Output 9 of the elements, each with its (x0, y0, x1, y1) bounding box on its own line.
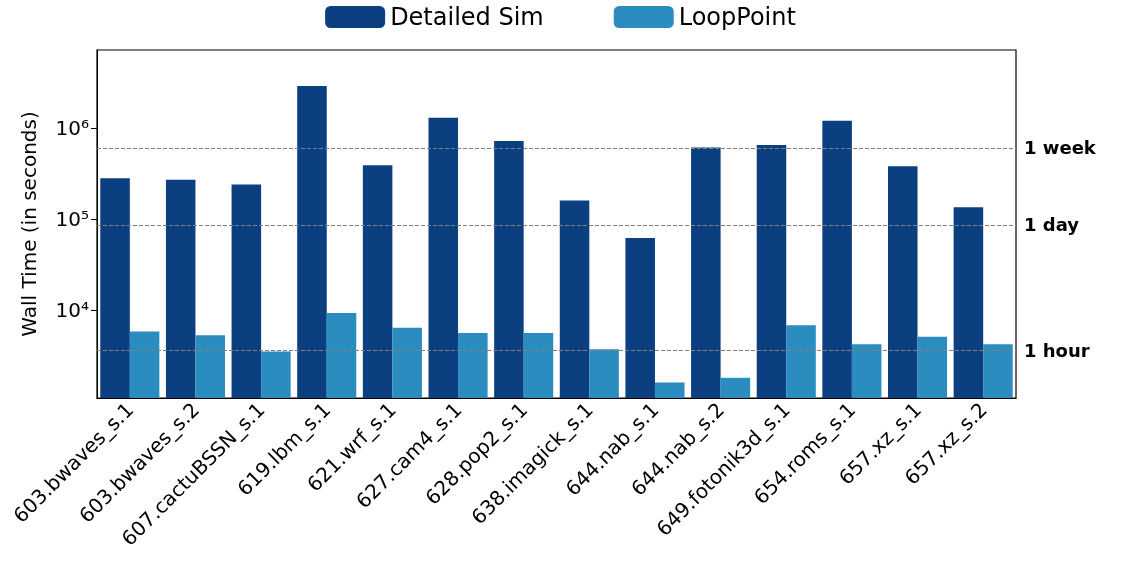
y-tick-label: 10⁴ (55, 298, 89, 323)
legend-label: Detailed Sim (390, 3, 544, 31)
y-axis-title: Wall Time (in seconds) (17, 111, 41, 337)
y-tick-label: 10⁵ (55, 207, 89, 232)
y-tick-label: 10⁶ (55, 116, 89, 141)
ref-line-label: 1 week (1024, 137, 1097, 159)
ref-line-label: 1 hour (1024, 339, 1090, 361)
legend-label: LoopPoint (678, 3, 796, 31)
ref-line-label: 1 day (1024, 214, 1080, 236)
